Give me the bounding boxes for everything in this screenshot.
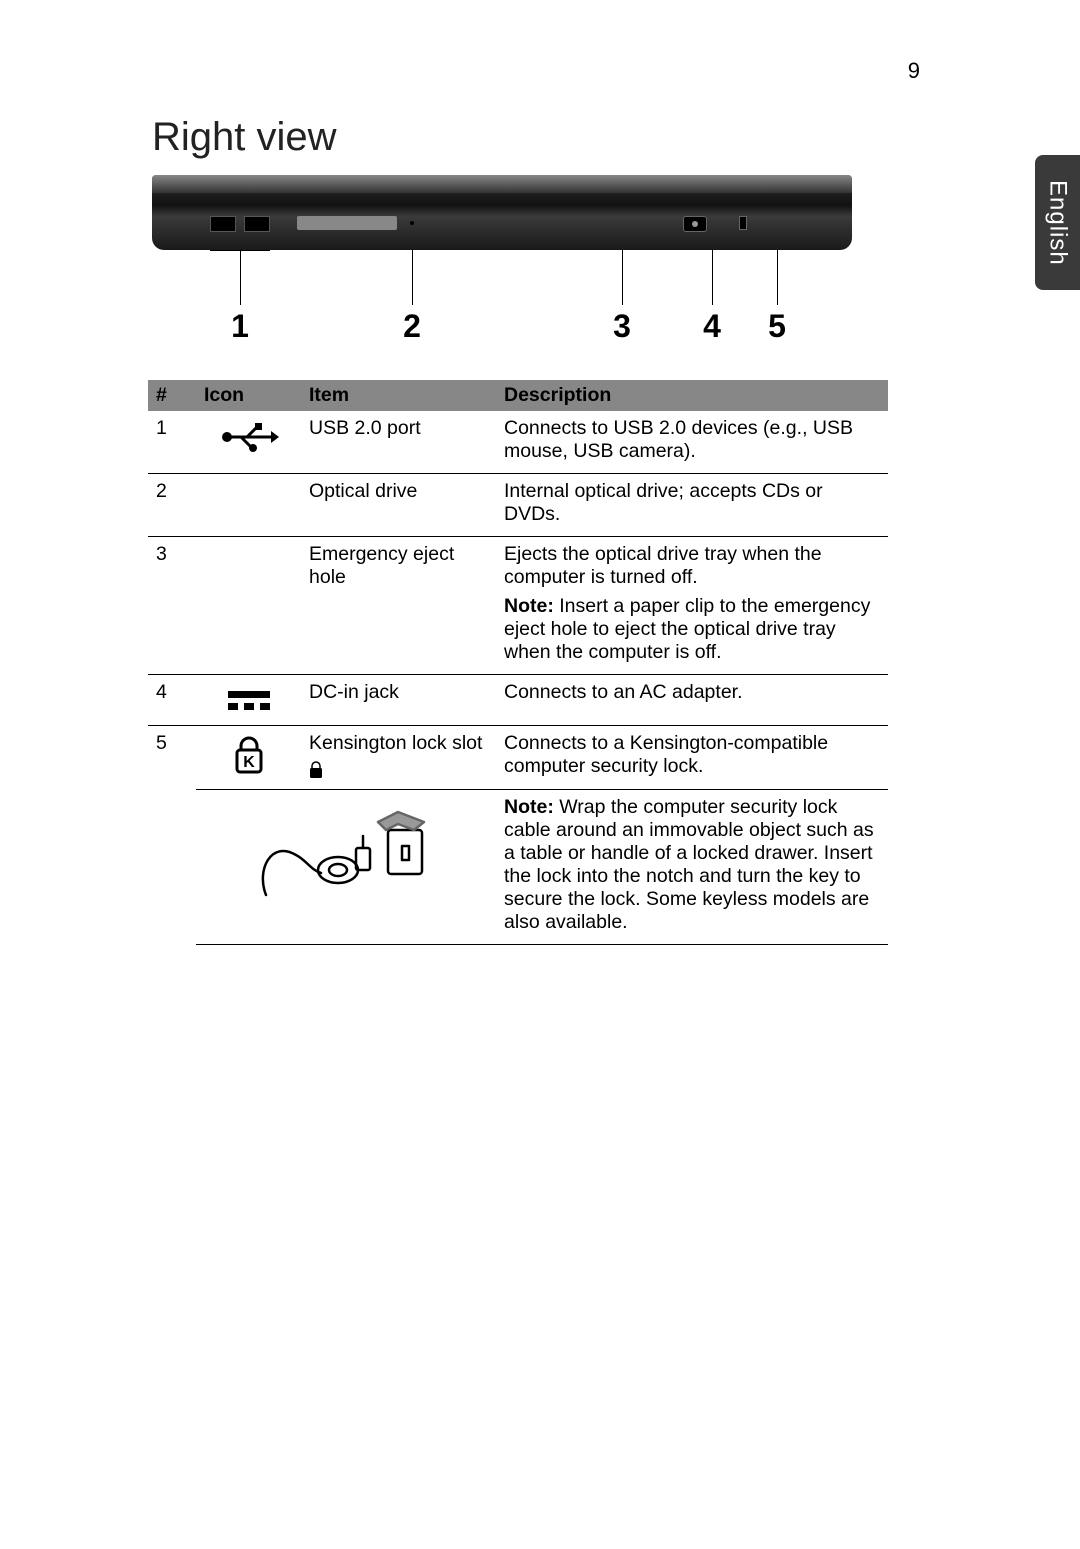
cell-num: 3 (148, 537, 196, 675)
table-row: 2 Optical drive Internal optical drive; … (148, 474, 888, 537)
desc-note: Note: Insert a paper clip to the emergen… (504, 595, 880, 664)
kensington-slot (739, 216, 747, 230)
header-item: Item (301, 380, 496, 411)
cell-desc-note: Note: Wrap the computer security lock ca… (496, 790, 888, 945)
table-row: 3 Emergency eject hole Ejects the optica… (148, 537, 888, 675)
cell-desc: Ejects the optical drive tray when the c… (496, 537, 888, 675)
cell-icon: K (196, 726, 301, 790)
callout-number-4: 4 (703, 308, 721, 345)
optical-drive-label (297, 216, 397, 230)
kensington-icon: K (232, 736, 266, 776)
cell-item: Emergency eject hole (301, 537, 496, 675)
language-tab: English (1035, 155, 1080, 290)
table-row: 1 USB 2.0 port Connects to USB 2.0 devic… (148, 411, 888, 474)
cell-item: Optical drive (301, 474, 496, 537)
cell-icon (196, 474, 301, 537)
usb-icon (219, 421, 279, 453)
header-desc: Description (496, 380, 888, 411)
item-text: Kensington lock slot (309, 732, 482, 754)
cell-desc: Connects to a Kensington-compatible comp… (496, 726, 888, 790)
callout-number-3: 3 (613, 308, 631, 345)
cell-num: 1 (148, 411, 196, 474)
usb-port-2 (244, 216, 270, 232)
laptop-side-illustration (152, 175, 852, 250)
usb-port-1 (210, 216, 236, 232)
cell-icon (196, 537, 301, 675)
ports-table: # Icon Item Description 1 USB 2.0 port (148, 380, 888, 945)
cell-desc: Connects to an AC adapter. (496, 675, 888, 726)
note-text: Wrap the computer security lock cable ar… (504, 796, 874, 933)
svg-text:K: K (243, 754, 255, 771)
figure-callouts: 1 2 3 4 5 (152, 250, 852, 345)
note-text: Insert a paper clip to the emergency eje… (504, 595, 870, 663)
cell-desc: Connects to USB 2.0 devices (e.g., USB m… (496, 411, 888, 474)
desc-text: Ejects the optical drive tray when the c… (504, 543, 822, 588)
cell-num: 4 (148, 675, 196, 726)
cell-item: DC-in jack (301, 675, 496, 726)
header-icon: Icon (196, 380, 301, 411)
callout-number-1: 1 (231, 308, 249, 345)
cell-item: USB 2.0 port (301, 411, 496, 474)
callout-line-5 (777, 250, 778, 305)
dc-in-icon (224, 685, 274, 715)
lock-small-icon (309, 761, 488, 785)
callout-line-4 (712, 250, 713, 305)
header-num: # (148, 380, 196, 411)
right-view-figure: 1 2 3 4 5 (152, 175, 852, 345)
cell-icon (196, 675, 301, 726)
cell-icon (196, 411, 301, 474)
note-label: Note: (504, 595, 554, 617)
emergency-eject-hole (410, 221, 414, 225)
kensington-lock-diagram (256, 800, 436, 910)
table-row: 4 DC-in jack Connects to an AC adapter. (148, 675, 888, 726)
callout-line-1 (240, 250, 241, 305)
language-tab-label: English (1044, 180, 1072, 266)
table-header-row: # Icon Item Description (148, 380, 888, 411)
note-label: Note: (504, 796, 554, 818)
page-number: 9 (908, 58, 920, 84)
cell-item: Kensington lock slot (301, 726, 496, 790)
callout-line-2 (412, 250, 413, 305)
dc-in-jack (683, 216, 707, 232)
section-title: Right view (152, 115, 337, 160)
table-row: 5 K Kensington lock slot Connects to a K… (148, 726, 888, 790)
callout-number-2: 2 (403, 308, 421, 345)
table-row: Note: Wrap the computer security lock ca… (148, 790, 888, 945)
cell-desc: Internal optical drive; accepts CDs or D… (496, 474, 888, 537)
lock-diagram-cell (196, 790, 496, 945)
callout-number-5: 5 (768, 308, 786, 345)
callout-line-3 (622, 250, 623, 305)
cell-num: 5 (148, 726, 196, 945)
cell-num: 2 (148, 474, 196, 537)
